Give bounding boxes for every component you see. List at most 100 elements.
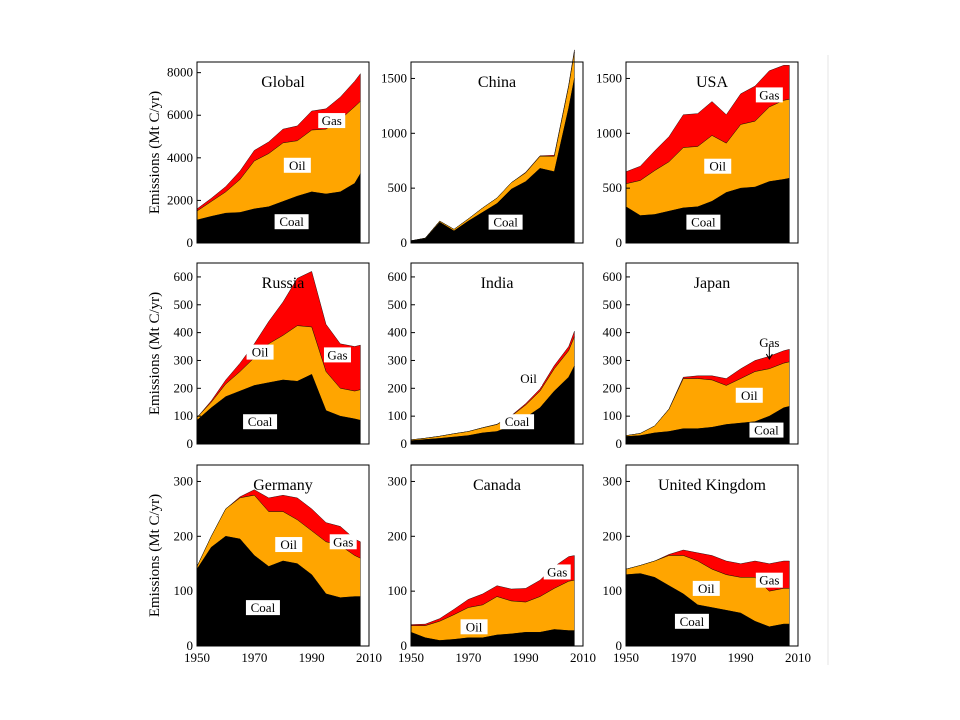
y-tick-label: 500: [603, 297, 623, 312]
y-tick-label: 6000: [167, 107, 193, 122]
label-box: [488, 214, 523, 230]
label-box: [283, 157, 311, 173]
y-tick-label: 200: [174, 528, 194, 543]
y-axis-label: Emissions (Mt C/yr): [147, 91, 163, 214]
y-tick-label: 2000: [167, 192, 193, 207]
panel-title: India: [481, 275, 514, 292]
area-label-gas: Gas: [759, 335, 779, 350]
x-tick-label: 1990: [513, 650, 539, 665]
area-label-coal: Coal: [754, 423, 779, 438]
y-tick-label: 0: [401, 235, 408, 250]
area-label-oil: Oil: [280, 537, 297, 552]
y-tick-label: 500: [174, 297, 194, 312]
y-tick-label: 600: [388, 269, 408, 284]
plot-frame: [625, 464, 799, 647]
label-box: [686, 214, 721, 230]
plot-frame: [625, 61, 799, 244]
label-box: [704, 158, 732, 174]
y-tick-label: 600: [174, 269, 194, 284]
y-tick-label: 200: [603, 528, 623, 543]
area-label-coal: Coal: [493, 215, 518, 230]
y-tick-label: 400: [174, 325, 194, 340]
y-tick-label: 500: [388, 180, 408, 195]
x-tick-label: 1970: [241, 650, 267, 665]
label-box: [515, 371, 543, 387]
label-box: [674, 613, 709, 629]
y-tick-label: 100: [603, 408, 623, 423]
area-label-oil: Oil: [520, 371, 537, 386]
x-tick-label: 2010: [356, 650, 382, 665]
y-tick-label: 300: [603, 473, 623, 488]
y-tick-label: 0: [187, 638, 194, 653]
x-tick-label: 2010: [570, 650, 596, 665]
area-label-coal: Coal: [680, 614, 705, 629]
area-label-gas: Gas: [547, 564, 567, 579]
panel-united-kingdom: 0 100 200 300 1950 1970 1990 2010 United Kingdom…: [603, 464, 811, 665]
label-box: [500, 414, 535, 430]
y-tick-label: 100: [603, 583, 623, 598]
y-tick-label: 600: [603, 269, 623, 284]
panel-usa: 0 500 1000 1500 USA Gas Oil Coal: [596, 61, 799, 250]
area-label-gas: Gas: [322, 113, 342, 128]
area-label-oil: Oil: [252, 345, 269, 360]
panel-canada: 0 100 200 300 1950 1970 1990 2010 Canada Gas Oil: [388, 464, 596, 665]
panel-title: USA: [696, 74, 728, 91]
label-box: [323, 347, 351, 363]
y-tick-label: 300: [174, 473, 194, 488]
label-box: [246, 344, 274, 360]
panel-title: Russia: [262, 275, 305, 292]
area-label-coal: Coal: [505, 414, 530, 429]
area-label-oil: Oil: [709, 159, 726, 174]
panel-title: Japan: [694, 275, 730, 292]
plot-frame: [625, 262, 799, 445]
panel-title: Global: [261, 74, 305, 91]
y-tick-label: 0: [616, 638, 623, 653]
plot-frame: [196, 61, 370, 244]
area-label-oil: Oil: [741, 388, 758, 403]
y-tick-label: 500: [388, 297, 408, 312]
label-box: [274, 214, 309, 230]
y-tick-label: 400: [603, 325, 623, 340]
x-tick-label: 1990: [299, 650, 325, 665]
y-tick-label: 100: [174, 583, 194, 598]
area-label-coal: Coal: [691, 215, 716, 230]
x-tick-label: 1970: [455, 650, 481, 665]
panel-china: 0 500 1000 1500 China Coal: [381, 49, 584, 250]
plot-frame: [410, 262, 584, 445]
label-box: [755, 572, 783, 588]
area-label-coal: Coal: [251, 600, 276, 615]
y-tick-label: 1000: [596, 125, 622, 140]
plot-frame: [196, 464, 370, 647]
label-box: [755, 334, 783, 350]
y-tick-label: 1000: [381, 125, 407, 140]
x-tick-label: 1950: [184, 650, 210, 665]
area-label-coal: Coal: [248, 414, 273, 429]
y-tick-label: 100: [388, 408, 408, 423]
y-axis-label: Emissions (Mt C/yr): [147, 292, 163, 415]
gas-arrow-head: [765, 353, 773, 361]
label-box: [735, 387, 763, 403]
panel-title: United Kingdom: [658, 477, 767, 494]
y-tick-label: 200: [388, 380, 408, 395]
plot-frame: [410, 61, 584, 244]
label-box: [543, 564, 571, 580]
label-box: [755, 87, 783, 103]
y-tick-label: 0: [187, 436, 194, 451]
area-label-oil: Oil: [466, 619, 483, 634]
panel-russia: 0 100 200 300 400 500 600 Russia Emissions (Mt C…: [147, 262, 370, 451]
x-tick-label: 2010: [785, 650, 811, 665]
panel-title: Germany: [253, 477, 313, 494]
plot-frame: [196, 262, 370, 445]
x-tick-label: 1970: [670, 650, 696, 665]
y-tick-label: 0: [187, 235, 194, 250]
panel-title: China: [478, 74, 516, 91]
area-label-coal: Coal: [279, 214, 304, 229]
label-box: [318, 113, 346, 129]
label-box: [460, 619, 488, 635]
y-tick-label: 4000: [167, 150, 193, 165]
area-label-gas: Gas: [759, 573, 779, 588]
x-tick-label: 1950: [613, 650, 639, 665]
label-box: [329, 534, 357, 550]
y-axis-label: Emissions (Mt C/yr): [147, 494, 163, 617]
